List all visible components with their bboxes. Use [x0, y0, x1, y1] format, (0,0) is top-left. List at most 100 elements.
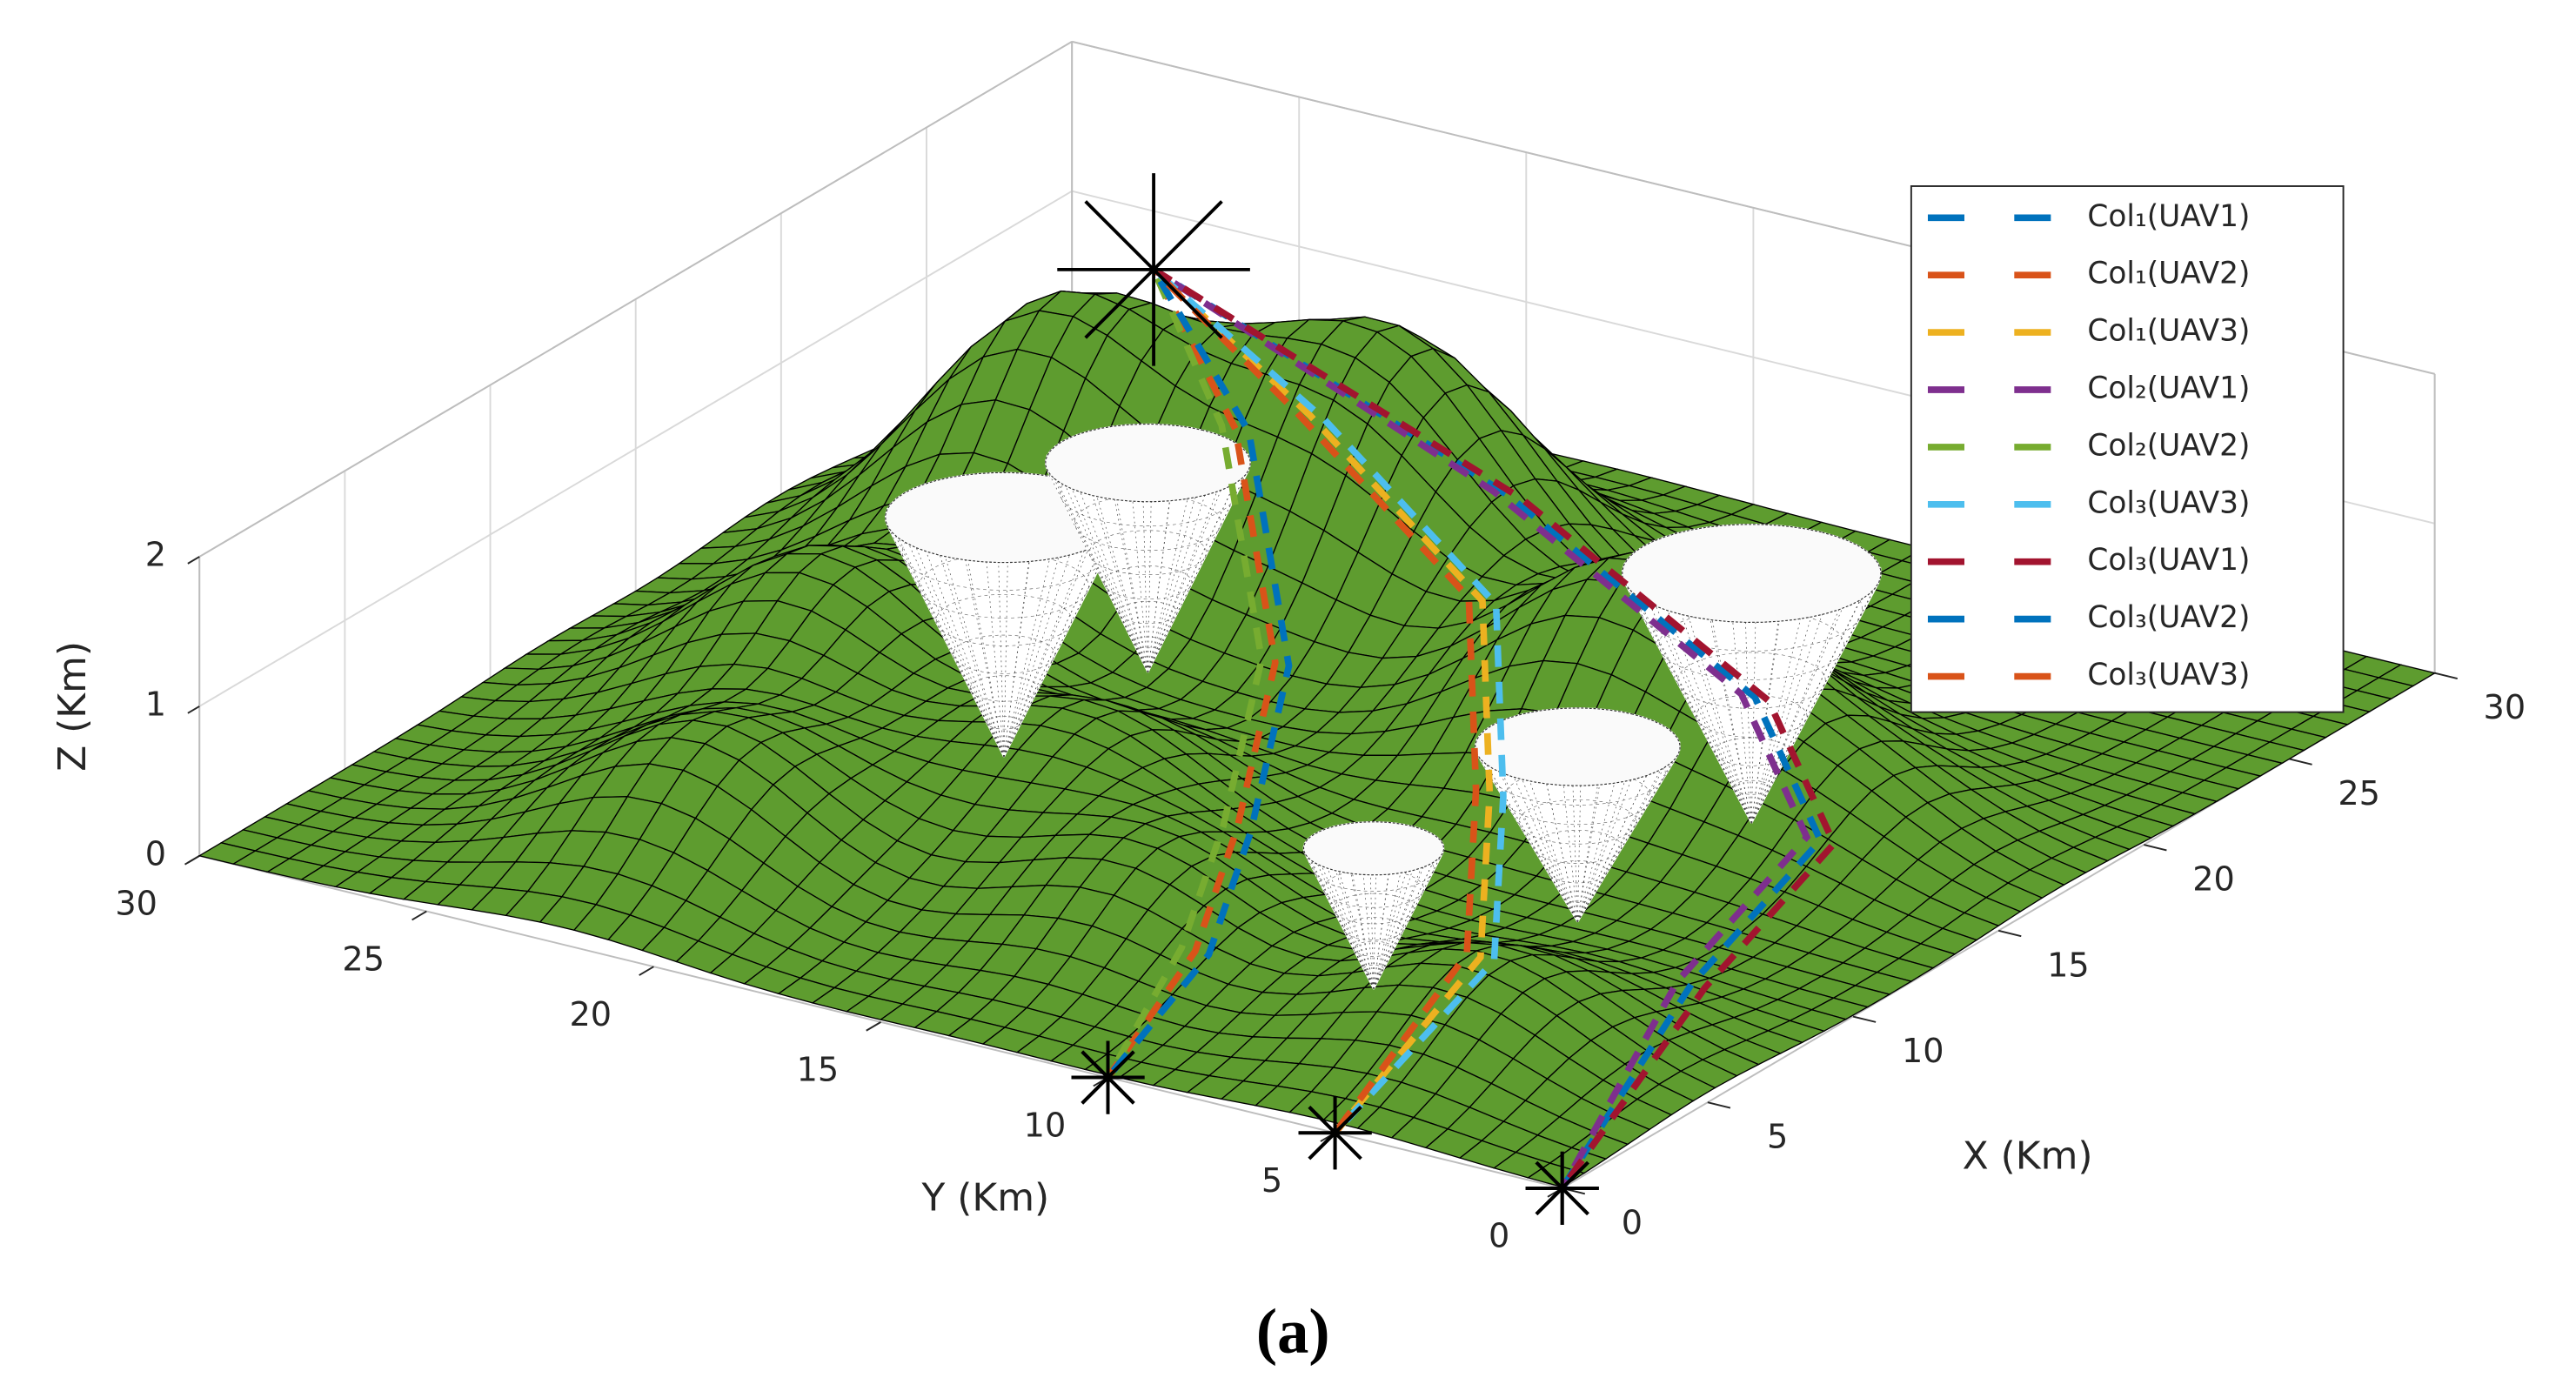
star-stroke — [1535, 1160, 1589, 1215]
cone-mesh — [1486, 764, 1578, 922]
cone-mesh — [1373, 842, 1443, 990]
cone-mesh — [1072, 488, 1148, 672]
cone-mesh — [1147, 497, 1195, 672]
cone-mesh — [1306, 839, 1375, 989]
x-tick — [1707, 1101, 1731, 1109]
z-tick-label: 0 — [145, 835, 166, 873]
cone-mesh — [1681, 614, 1752, 824]
cone-mesh — [1577, 720, 1654, 922]
cone-ring — [987, 716, 1021, 730]
grid-line — [198, 190, 1073, 707]
x-tick-label: 30 — [2484, 689, 2526, 727]
cone-mesh — [1116, 499, 1148, 672]
legend-label: Col₁(UAV1) — [2087, 199, 2250, 234]
cone-mesh — [1045, 460, 1148, 672]
cone-mesh — [1311, 860, 1375, 990]
cone-mesh — [1003, 497, 1110, 758]
x-tick-label: 20 — [2192, 861, 2235, 899]
cone-mesh — [1508, 718, 1578, 922]
cone-mesh — [1147, 492, 1218, 672]
cone-ring — [1353, 940, 1395, 957]
uav-path — [1152, 266, 1824, 1190]
cone-mesh — [1577, 748, 1681, 922]
cone-ring — [1533, 830, 1623, 864]
threat-cone — [1302, 820, 1445, 990]
cone-mesh — [1304, 853, 1375, 990]
y-tick — [411, 910, 427, 921]
x-tick-label: 25 — [2338, 775, 2380, 813]
cone-mesh — [1577, 713, 1634, 922]
cone-mesh — [887, 526, 1005, 758]
star-stroke — [1084, 200, 1223, 339]
uav-path — [1152, 266, 1838, 1191]
z-tick — [187, 706, 200, 714]
cone-mesh — [1373, 872, 1407, 989]
cone-ring — [1118, 601, 1178, 625]
cone-ring — [1363, 965, 1384, 973]
caption: (a) — [1256, 1295, 1330, 1366]
uav-path — [1151, 267, 1507, 1135]
cone-ring — [969, 675, 1039, 702]
cone-mesh — [1335, 870, 1375, 989]
cone-ring — [1343, 917, 1404, 940]
cone-mesh — [1373, 867, 1422, 989]
cone-mesh — [1522, 779, 1578, 922]
uav-path — [1105, 268, 1266, 1080]
cone-mesh — [890, 504, 1005, 758]
cone-mesh — [1555, 708, 1578, 922]
z-tick-label: 2 — [145, 536, 166, 574]
y-tick-label: 25 — [342, 940, 385, 979]
x-tick-label: 5 — [1767, 1119, 1788, 1157]
cone-mesh — [1373, 849, 1444, 990]
cone-ring — [935, 594, 1073, 646]
star-stroke — [1308, 1106, 1362, 1160]
x-tick — [2434, 672, 2458, 680]
y-axis-label: Y (Km) — [920, 1175, 1049, 1220]
cone-ring — [919, 553, 1089, 619]
x-tick-label: 15 — [2047, 946, 2090, 985]
cone-mesh — [1751, 563, 1878, 824]
uav-path — [1151, 266, 1811, 1190]
cone-mesh — [940, 555, 1005, 758]
cone-mesh — [1628, 558, 1752, 824]
cone-top — [1622, 524, 1882, 623]
y-tick — [866, 1021, 881, 1032]
uav-path — [1151, 267, 1494, 1135]
cone-mesh — [1750, 621, 1780, 824]
cone-mesh — [1577, 759, 1676, 922]
start-marker — [1298, 1096, 1372, 1170]
legend-label: Col₃(UAV1) — [2087, 543, 2250, 578]
cone-mesh — [1049, 451, 1148, 672]
cone-mesh — [1003, 507, 1121, 758]
cone-mesh — [1142, 501, 1148, 672]
cone-mesh — [1751, 588, 1876, 824]
legend-label: Col₂(UAV1) — [2087, 371, 2250, 406]
cone-ring — [1333, 893, 1415, 925]
cone-mesh — [1577, 709, 1609, 922]
cone-mesh — [1751, 609, 1839, 824]
axis-line — [198, 40, 1073, 558]
cone-ring — [1103, 565, 1193, 600]
legend-label: Col₃(UAV3) — [2087, 658, 2250, 692]
cone-mesh — [1750, 617, 1812, 824]
cone-mesh — [1147, 465, 1251, 672]
cone-mesh — [1321, 866, 1375, 989]
cone-top — [1302, 821, 1445, 876]
y-tick-label: 15 — [797, 1052, 840, 1090]
cone-mesh — [1147, 445, 1240, 672]
cone-mesh — [1373, 874, 1389, 989]
cone-ring — [1677, 652, 1826, 709]
x-tick — [1997, 929, 2022, 938]
legend-label: Col₁(UAV3) — [2087, 314, 2250, 349]
cone-mesh — [1147, 424, 1154, 672]
start-marker — [1525, 1151, 1599, 1225]
uav-path — [1105, 268, 1279, 1080]
cone-ring — [1323, 869, 1424, 908]
cone-mesh — [1577, 729, 1669, 922]
cone-ring — [1548, 860, 1608, 884]
threat-cone — [1044, 423, 1251, 673]
y-tick-label: 30 — [115, 886, 157, 924]
cone-ring — [1696, 694, 1808, 738]
